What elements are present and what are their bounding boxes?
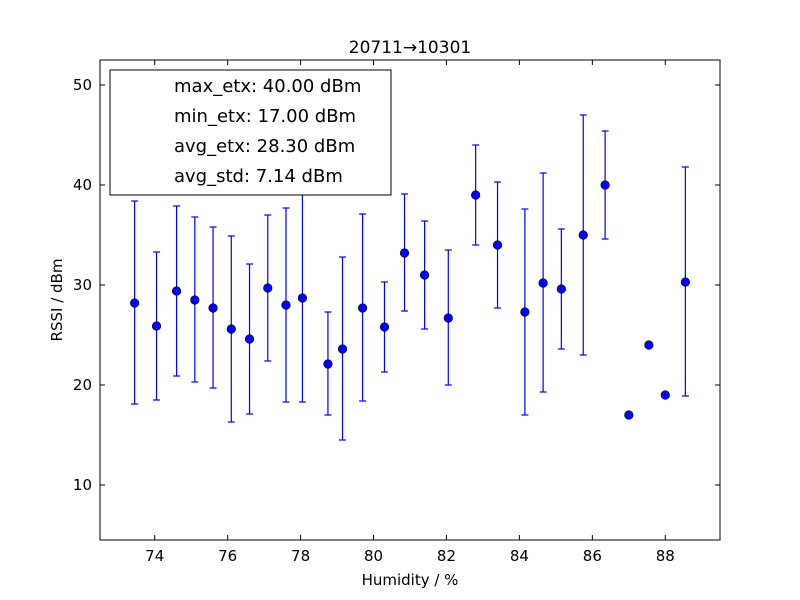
- data-marks: [130, 114, 690, 441]
- x-tick-label: 86: [583, 547, 602, 565]
- data-point: [556, 284, 566, 294]
- x-tick-label: 78: [291, 547, 310, 565]
- data-point: [379, 322, 390, 332]
- legend-box: [109, 69, 392, 196]
- data-point: [337, 344, 348, 354]
- y-tick-label: 30: [73, 276, 92, 294]
- x-tick-label: 82: [437, 547, 456, 565]
- data-point: [600, 180, 610, 190]
- data-point: [443, 313, 453, 323]
- data-point: [399, 248, 410, 258]
- data-point: [538, 278, 548, 288]
- data-point: [323, 359, 333, 369]
- data-point: [190, 295, 200, 305]
- x-tick-label: 88: [656, 547, 675, 565]
- x-tick-label: 76: [218, 547, 237, 565]
- legend-entry: avg_etx: 28.30 dBm: [174, 136, 355, 157]
- data-point: [471, 190, 481, 200]
- data-point: [281, 300, 291, 310]
- data-point: [226, 324, 236, 334]
- data-point: [680, 277, 690, 287]
- y-tick-label: 20: [73, 376, 92, 394]
- data-point: [130, 298, 140, 308]
- data-point: [208, 303, 218, 313]
- plot-frame: [99, 59, 721, 541]
- data-point: [244, 334, 255, 344]
- y-tick-label: 40: [73, 176, 92, 194]
- data-point: [357, 303, 368, 313]
- data-point: [297, 293, 308, 303]
- x-tick-label: 80: [364, 547, 383, 565]
- data-point: [624, 410, 634, 420]
- x-axis-label: Humidity / %: [362, 571, 459, 589]
- legend-entry: max_etx: 40.00 dBm: [174, 76, 361, 97]
- legend-entry: avg_std: 7.14 dBm: [174, 166, 343, 187]
- legend: max_etx: 40.00 dBm min_etx: 17.00 dBm av…: [109, 69, 392, 196]
- data-point: [263, 283, 273, 293]
- y-axis-label: RSSI / dBm: [48, 259, 66, 342]
- y-tick-label: 10: [73, 476, 92, 494]
- data-point: [660, 390, 670, 400]
- axis-ticks: 74 76 78 80 82 84 86 88 10 20 30 40 50: [73, 60, 720, 565]
- x-tick-label: 74: [145, 547, 164, 565]
- data-point: [151, 321, 162, 331]
- data-point: [644, 340, 654, 350]
- data-point: [419, 270, 430, 280]
- legend-entry: min_etx: 17.00 dBm: [174, 106, 356, 127]
- x-tick-label: 84: [510, 547, 529, 565]
- data-point: [492, 240, 503, 250]
- data-point: [171, 286, 182, 296]
- chart-title: 20711→10301: [349, 38, 471, 58]
- y-tick-label: 50: [73, 76, 92, 94]
- data-point: [578, 230, 588, 240]
- data-point: [520, 307, 530, 317]
